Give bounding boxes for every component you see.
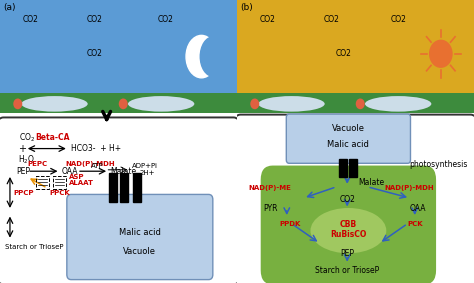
Text: OAA: OAA <box>410 203 427 213</box>
Text: PEP: PEP <box>17 167 31 176</box>
Ellipse shape <box>128 96 194 112</box>
Text: CO2: CO2 <box>23 15 39 24</box>
Text: CO2: CO2 <box>260 15 276 24</box>
Bar <box>133 173 141 202</box>
Text: +: + <box>18 143 26 154</box>
Ellipse shape <box>258 96 325 112</box>
Bar <box>0 0 237 98</box>
Text: Malic acid: Malic acid <box>328 140 369 149</box>
Text: NAD(P)-MDH: NAD(P)-MDH <box>384 185 434 191</box>
Text: OAA: OAA <box>62 167 78 176</box>
Bar <box>119 173 128 202</box>
Text: PPCP: PPCP <box>13 190 34 196</box>
Text: Vacuole: Vacuole <box>332 124 365 133</box>
Text: CO2: CO2 <box>87 15 103 24</box>
Ellipse shape <box>429 40 453 68</box>
Bar <box>339 159 347 177</box>
FancyBboxPatch shape <box>235 115 474 283</box>
Bar <box>349 159 357 177</box>
Text: PPDK: PPDK <box>280 220 301 227</box>
Text: ALAAT: ALAAT <box>69 180 94 186</box>
Text: CO2: CO2 <box>339 195 355 204</box>
Text: PEPC: PEPC <box>28 160 48 167</box>
Text: NAD(P)-MDH: NAD(P)-MDH <box>65 160 115 167</box>
Ellipse shape <box>310 208 386 253</box>
Text: H$_2$O: H$_2$O <box>18 154 35 166</box>
Text: ASP: ASP <box>69 174 84 180</box>
FancyBboxPatch shape <box>67 194 213 280</box>
Text: CBB: CBB <box>340 220 357 230</box>
FancyBboxPatch shape <box>261 166 436 283</box>
Text: ATP: ATP <box>91 163 103 170</box>
Ellipse shape <box>200 37 227 76</box>
Text: CO2: CO2 <box>324 15 340 24</box>
Text: CO2: CO2 <box>336 49 352 58</box>
Bar <box>109 173 117 202</box>
Text: 2H+: 2H+ <box>140 170 155 177</box>
Ellipse shape <box>365 96 431 112</box>
Text: CO2: CO2 <box>158 15 174 24</box>
Bar <box>0 93 237 113</box>
Text: Malate: Malate <box>110 167 137 176</box>
Text: PEP: PEP <box>340 249 354 258</box>
Text: Starch or TrioseP: Starch or TrioseP <box>5 244 64 250</box>
Bar <box>237 0 474 98</box>
Ellipse shape <box>186 35 217 78</box>
Text: RuBisCO: RuBisCO <box>330 230 366 239</box>
Text: NAD(P)-ME: NAD(P)-ME <box>249 185 292 191</box>
Text: CO$_2$: CO$_2$ <box>19 131 35 143</box>
Ellipse shape <box>356 98 365 109</box>
Text: Malate: Malate <box>358 178 384 187</box>
Ellipse shape <box>21 96 88 112</box>
FancyBboxPatch shape <box>0 117 239 283</box>
Ellipse shape <box>13 98 22 109</box>
Text: PCK: PCK <box>408 220 423 227</box>
Text: PPCK: PPCK <box>49 190 70 196</box>
Text: Starch or TrioseP: Starch or TrioseP <box>315 266 379 275</box>
Ellipse shape <box>250 98 259 109</box>
Text: Malic acid: Malic acid <box>119 228 161 237</box>
Bar <box>237 93 474 113</box>
Text: (b): (b) <box>240 3 253 12</box>
Text: Beta-CA: Beta-CA <box>36 133 70 142</box>
Text: Vacuole: Vacuole <box>123 247 156 256</box>
Ellipse shape <box>118 98 128 109</box>
FancyBboxPatch shape <box>286 114 410 163</box>
Text: (a): (a) <box>4 3 16 12</box>
Text: photosynthesis: photosynthesis <box>409 160 468 169</box>
Text: ADP+Pi: ADP+Pi <box>132 163 157 170</box>
Text: CO2: CO2 <box>390 15 406 24</box>
Text: HCO3-  + H+: HCO3- + H+ <box>71 144 121 153</box>
Text: PYR: PYR <box>263 203 278 213</box>
Text: CO2: CO2 <box>87 49 103 58</box>
